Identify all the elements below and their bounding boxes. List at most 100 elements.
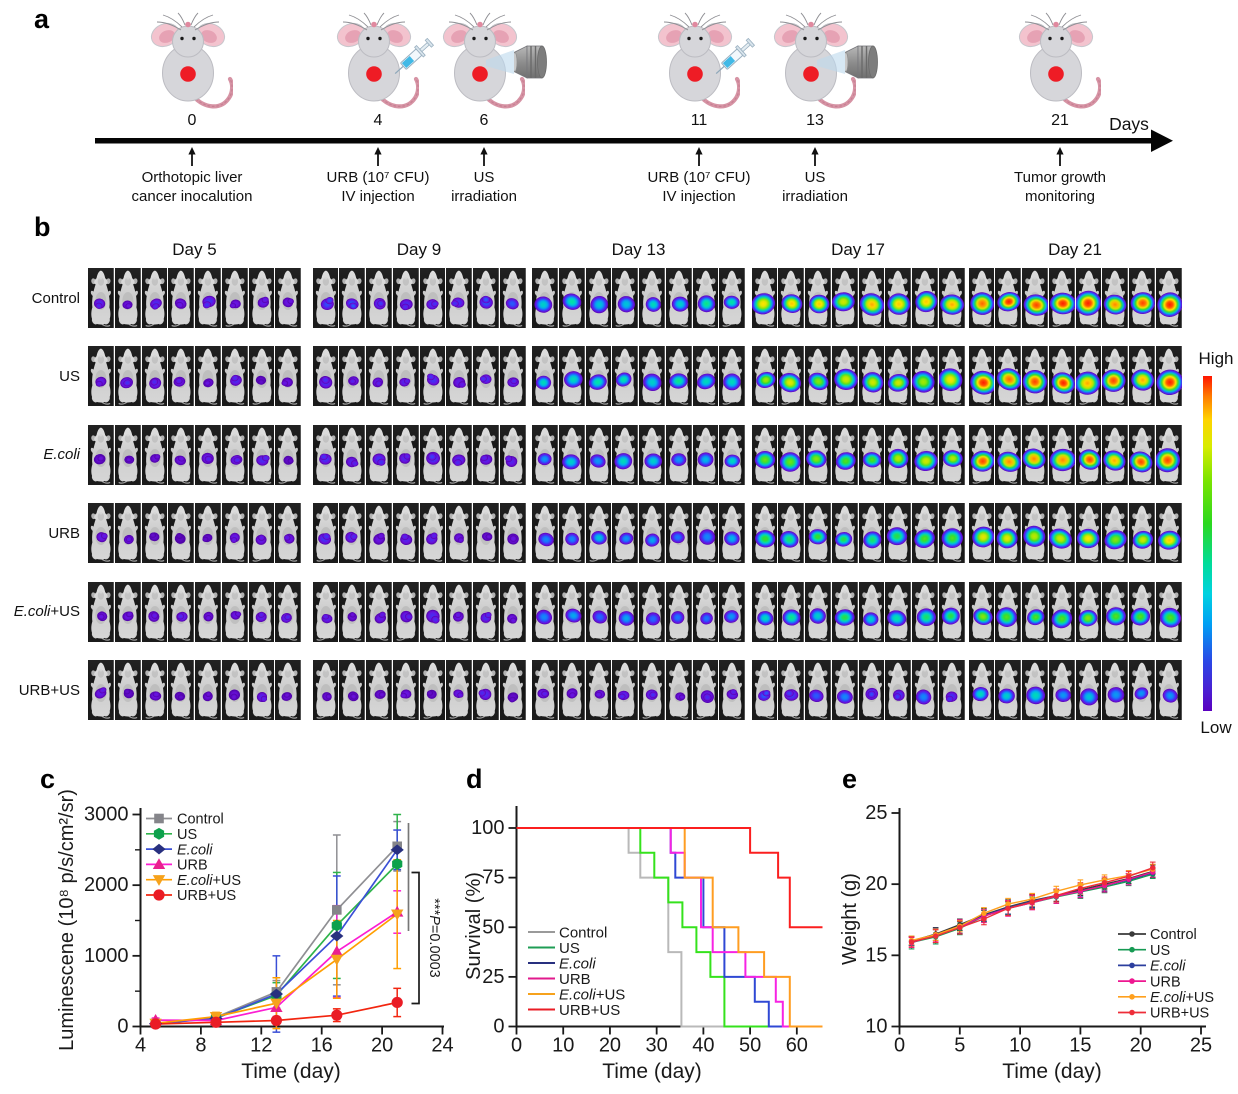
mouse-image-tile <box>639 503 665 564</box>
mouse-image-tile <box>366 424 392 485</box>
mouse-image-tile <box>339 424 365 485</box>
mouse-image-strip <box>88 424 301 485</box>
luminescence-blob <box>780 531 799 548</box>
mouse-image-tile <box>719 503 745 564</box>
mouse-image-tile <box>778 346 804 407</box>
timeline-event: 13 US irradiation <box>771 13 879 205</box>
legend-label: E.coli+US <box>559 986 625 1003</box>
mouse-image-tile <box>885 660 911 720</box>
mouse-image-tile <box>968 660 995 720</box>
luminescence-blob <box>697 452 713 467</box>
luminescence-blob <box>148 532 159 542</box>
luminescence-blob <box>123 535 134 545</box>
luminescence-blob <box>779 373 802 393</box>
panel-letter-a: a <box>34 4 50 34</box>
mouse-image-strip <box>968 581 1182 642</box>
mouse-image-tile <box>88 503 114 564</box>
legend-swatch-dot <box>1129 1009 1135 1016</box>
x-tick-label: 12 <box>250 1035 272 1057</box>
mouse-image-tile <box>499 660 526 720</box>
timeline-caption: US <box>474 169 495 186</box>
luminescence-blob <box>971 686 988 702</box>
mouse-image-tile <box>1155 424 1182 485</box>
chart-d: 0 25 50 75 100 0 10 20 30 40 50 60 Time (day) Surviva… <box>463 806 823 1083</box>
mouse-image-tile <box>1075 581 1102 642</box>
luminescence-blob <box>1051 372 1075 395</box>
mouse-image-tile <box>968 424 995 485</box>
timeline-caption: URB (10⁷ CFU) <box>327 169 430 186</box>
legend-label: URB <box>177 858 208 874</box>
marker <box>270 998 283 1010</box>
legend-swatch-dot <box>1129 946 1135 953</box>
mouse-image-tile <box>805 503 831 564</box>
y-tick-label: 0 <box>117 1016 128 1038</box>
x-tick-label: 50 <box>739 1035 761 1057</box>
mouse-image-tile <box>195 424 221 485</box>
mouse-image-tile <box>938 660 965 720</box>
chart-c: 0 1000 2000 3000 4 8 12 16 20 24 Time (day) Lumines… <box>56 789 454 1083</box>
luminescence-blob <box>97 611 108 621</box>
luminescence-blob <box>1106 606 1127 626</box>
luminescence-blob <box>1104 530 1127 550</box>
mouse-image-tile <box>499 503 526 564</box>
legend-label: URB+US <box>1150 1006 1209 1022</box>
y-tick-label: 25 <box>865 802 887 824</box>
mouse-image-tile <box>1155 660 1182 720</box>
legend-swatch-dot <box>1129 994 1135 1000</box>
timeline-caption: irradiation <box>782 188 848 205</box>
mouse-image-tile <box>195 346 221 407</box>
luminescence-blob <box>399 533 412 546</box>
luminescence-blob <box>122 300 133 310</box>
panel-letter-b: b <box>34 212 51 242</box>
mouse-image-strip <box>968 346 1182 407</box>
legend-label: E.coli <box>177 842 213 858</box>
luminescence-blob <box>281 612 293 623</box>
luminescence-blob <box>834 532 852 547</box>
mouse-image-tile <box>114 424 141 485</box>
group-row-label: US <box>59 367 80 385</box>
luminescence-blob <box>831 292 855 312</box>
mouse-image-tile <box>1102 503 1128 564</box>
luminescence-blob <box>398 378 411 387</box>
mouse-image-tile <box>665 660 692 720</box>
mouse-image-tile <box>339 268 365 328</box>
luminescence-blob <box>859 293 884 316</box>
mouse-image-tile <box>692 660 719 720</box>
mouse-image-tile <box>858 503 885 564</box>
x-tick-label: 25 <box>1190 1035 1212 1057</box>
luminescence-blob <box>971 526 994 548</box>
mouse-image-tile <box>88 424 114 485</box>
luminescence-blob <box>862 451 881 468</box>
mouse-image-tile <box>885 346 911 407</box>
mouse-image-tile <box>168 346 194 407</box>
luminescence-blob <box>505 298 519 310</box>
luminescence-blob <box>480 454 493 465</box>
mouse-image-tile <box>639 268 665 328</box>
luminescence-blob <box>229 375 242 387</box>
mouse-image-tile <box>114 660 141 720</box>
luminescence-blob <box>970 450 995 472</box>
luminescence-blob <box>203 611 214 622</box>
x-axis-title: Time (day) <box>602 1060 702 1083</box>
timeline-caption: Orthotopic liver <box>142 169 243 186</box>
mouse-image-strip <box>968 424 1182 485</box>
significance-annotation: ***P=0.0003 <box>407 823 442 1005</box>
chart-e: 10 15 20 25 0 5 10 15 20 25 Time (day) Weight (g) Co… <box>839 802 1214 1083</box>
timeline-caption: US <box>805 169 826 186</box>
mouse-image-tile <box>751 581 778 642</box>
mouse-image-tile <box>366 660 392 720</box>
x-tick-label: 16 <box>311 1035 333 1057</box>
luminescence-blob <box>594 689 605 699</box>
mouse-image-tile <box>665 346 692 407</box>
marker <box>153 889 165 901</box>
marker <box>152 843 166 855</box>
mouse-image-tile <box>1075 268 1102 328</box>
luminescence-blob <box>780 452 801 472</box>
luminescence-blob <box>700 690 714 703</box>
luminescence-blob <box>203 378 214 388</box>
luminescence-blob <box>808 373 829 391</box>
luminescence-blob <box>942 449 963 467</box>
mouse-image-tile <box>665 581 692 642</box>
luminescence-blob <box>1027 608 1045 625</box>
